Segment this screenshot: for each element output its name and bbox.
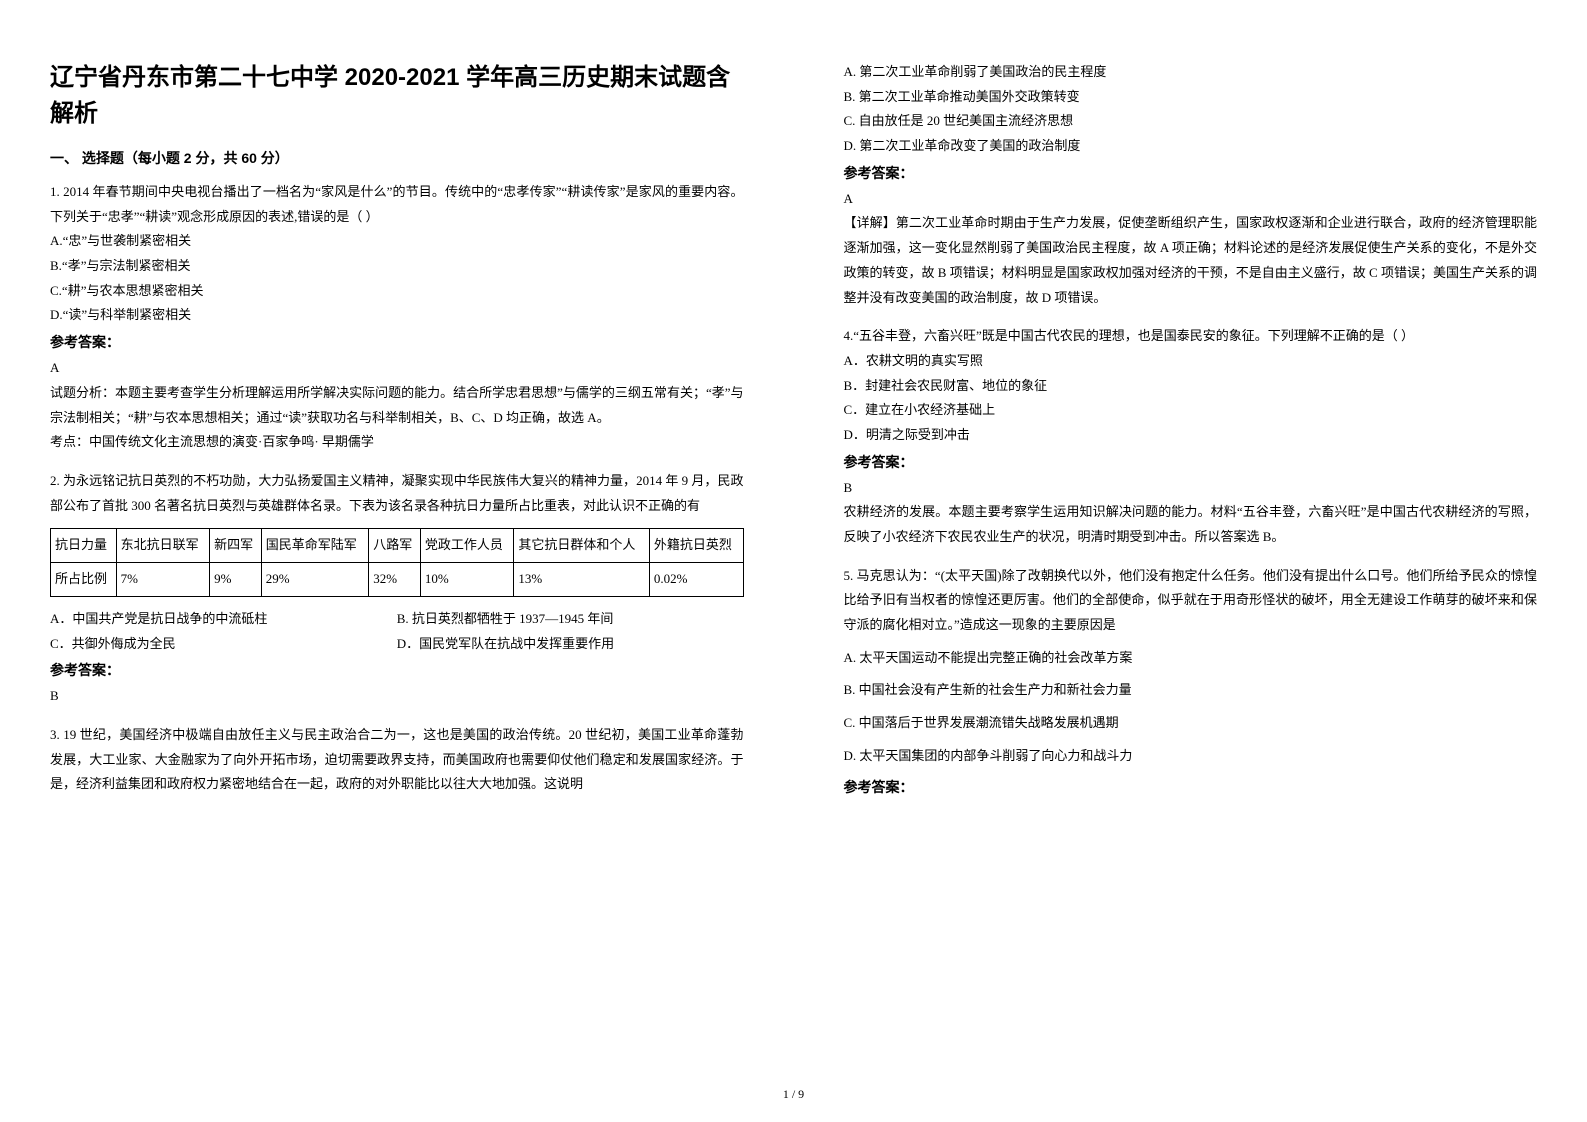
q3-answer: A bbox=[844, 187, 1538, 212]
q2-options-row-1: A．中国共产党是抗日战争的中流砥柱 B. 抗日英烈都牺牲于 1937—1945 … bbox=[50, 607, 744, 632]
q1-option-d: D.“读”与科举制紧密相关 bbox=[50, 303, 744, 328]
td-2: 9% bbox=[210, 563, 262, 597]
q3-option-a: A. 第二次工业革命削弱了美国政治的民主程度 bbox=[844, 60, 1538, 85]
question-4: 4.“五谷丰登，六畜兴旺”既是中国古代农民的理想，也是国泰民安的象征。下列理解不… bbox=[844, 324, 1538, 550]
q3-option-c: C. 自由放任是 20 世纪美国主流经济思想 bbox=[844, 109, 1538, 134]
q4-answer: B bbox=[844, 476, 1538, 501]
q4-stem: 4.“五谷丰登，六畜兴旺”既是中国古代农民的理想，也是国泰民安的象征。下列理解不… bbox=[844, 324, 1538, 349]
q3-option-d: D. 第二次工业革命改变了美国的政治制度 bbox=[844, 134, 1538, 159]
q4-option-c: C．建立在小农经济基础上 bbox=[844, 398, 1538, 423]
q4-option-d: D．明清之际受到冲击 bbox=[844, 423, 1538, 448]
q1-answer: A bbox=[50, 356, 744, 381]
q2-options-row-2: C．共御外侮成为全民 D．国民党军队在抗战中发挥重要作用 bbox=[50, 632, 744, 657]
q1-option-c: C.“耕”与农本思想紧密相关 bbox=[50, 279, 744, 304]
td-4: 32% bbox=[369, 563, 421, 597]
q3-answer-label: 参考答案： bbox=[844, 163, 1538, 183]
question-5: 5. 马克思认为：“(太平天国)除了改朝换代以外，他们没有抱定什么任务。他们没有… bbox=[844, 564, 1538, 801]
q1-option-a: A.“忠”与世袭制紧密相关 bbox=[50, 229, 744, 254]
q2-option-d: D．国民党军队在抗战中发挥重要作用 bbox=[397, 632, 744, 657]
q2-table: 抗日力量 东北抗日联军 新四军 国民革命军陆军 八路军 党政工作人员 其它抗日群… bbox=[50, 528, 744, 597]
q4-answer-label: 参考答案： bbox=[844, 452, 1538, 472]
section-header: 一、 选择题（每小题 2 分，共 60 分） bbox=[50, 148, 744, 168]
th-7: 外籍抗日英烈 bbox=[649, 529, 743, 563]
q3-option-b: B. 第二次工业革命推动美国外交政策转变 bbox=[844, 85, 1538, 110]
q1-explanation-2: 考点：中国传统文化主流思想的演变·百家争鸣· 早期儒学 bbox=[50, 430, 744, 455]
th-0: 抗日力量 bbox=[51, 529, 117, 563]
q2-option-b: B. 抗日英烈都牺牲于 1937—1945 年间 bbox=[397, 607, 744, 632]
q2-answer: B bbox=[50, 684, 744, 709]
q5-option-c: C. 中国落后于世界发展潮流错失战略发展机遇期 bbox=[844, 711, 1538, 736]
q5-answer-label: 参考答案： bbox=[844, 777, 1538, 797]
q1-answer-label: 参考答案： bbox=[50, 332, 744, 352]
q1-stem: 1. 2014 年春节期间中央电视台播出了一档名为“家风是什么”的节目。传统中的… bbox=[50, 180, 744, 229]
question-2: 2. 为永远铭记抗日英烈的不朽功勋，大力弘扬爱国主义精神，凝聚实现中华民族伟大复… bbox=[50, 469, 744, 709]
q5-option-b: B. 中国社会没有产生新的社会生产力和新社会力量 bbox=[844, 678, 1538, 703]
th-3: 国民革命军陆军 bbox=[261, 529, 369, 563]
table-row: 所占比例 7% 9% 29% 32% 10% 13% 0.02% bbox=[51, 563, 744, 597]
th-6: 其它抗日群体和个人 bbox=[514, 529, 649, 563]
td-5: 10% bbox=[420, 563, 514, 597]
td-3: 29% bbox=[261, 563, 369, 597]
q2-answer-label: 参考答案： bbox=[50, 660, 744, 680]
q1-option-b: B.“孝”与宗法制紧密相关 bbox=[50, 254, 744, 279]
q3-explanation: 【详解】第二次工业革命时期由于生产力发展，促使垄断组织产生，国家政权逐渐和企业进… bbox=[844, 211, 1538, 310]
q4-explanation: 农耕经济的发展。本题主要考察学生运用知识解决问题的能力。材料“五谷丰登，六畜兴旺… bbox=[844, 500, 1538, 549]
question-3-stem-block: 3. 19 世纪，美国经济中极端自由放任主义与民主政治合二为一，这也是美国的政治… bbox=[50, 723, 744, 797]
document-title: 辽宁省丹东市第二十七中学 2020-2021 学年高三历史期末试题含解析 bbox=[50, 60, 744, 132]
q2-option-a: A．中国共产党是抗日战争的中流砥柱 bbox=[50, 607, 397, 632]
q5-option-d: D. 太平天国集团的内部争斗削弱了向心力和战斗力 bbox=[844, 744, 1538, 769]
q2-stem: 2. 为永远铭记抗日英烈的不朽功勋，大力弘扬爱国主义精神，凝聚实现中华民族伟大复… bbox=[50, 469, 744, 518]
q5-stem: 5. 马克思认为：“(太平天国)除了改朝换代以外，他们没有抱定什么任务。他们没有… bbox=[844, 564, 1538, 638]
th-2: 新四军 bbox=[210, 529, 262, 563]
q5-option-a: A. 太平天国运动不能提出完整正确的社会改革方案 bbox=[844, 646, 1538, 671]
q4-option-b: B．封建社会农民财富、地位的象征 bbox=[844, 374, 1538, 399]
q1-explanation-1: 试题分析：本题主要考查学生分析理解运用所学解决实际问题的能力。结合所学忠君思想”… bbox=[50, 381, 744, 430]
right-column: A. 第二次工业革命削弱了美国政治的民主程度 B. 第二次工业革命推动美国外交政… bbox=[794, 0, 1587, 1122]
q3-stem: 3. 19 世纪，美国经济中极端自由放任主义与民主政治合二为一，这也是美国的政治… bbox=[50, 723, 744, 797]
th-1: 东北抗日联军 bbox=[116, 529, 210, 563]
td-6: 13% bbox=[514, 563, 649, 597]
td-1: 7% bbox=[116, 563, 210, 597]
td-0: 所占比例 bbox=[51, 563, 117, 597]
th-4: 八路军 bbox=[369, 529, 421, 563]
left-column: 辽宁省丹东市第二十七中学 2020-2021 学年高三历史期末试题含解析 一、 … bbox=[0, 0, 794, 1122]
question-3-options-block: A. 第二次工业革命削弱了美国政治的民主程度 B. 第二次工业革命推动美国外交政… bbox=[844, 60, 1538, 310]
q4-option-a: A．农耕文明的真实写照 bbox=[844, 349, 1538, 374]
q2-option-c: C．共御外侮成为全民 bbox=[50, 632, 397, 657]
question-1: 1. 2014 年春节期间中央电视台播出了一档名为“家风是什么”的节目。传统中的… bbox=[50, 180, 744, 455]
th-5: 党政工作人员 bbox=[420, 529, 514, 563]
table-header-row: 抗日力量 东北抗日联军 新四军 国民革命军陆军 八路军 党政工作人员 其它抗日群… bbox=[51, 529, 744, 563]
page-number: 1 / 9 bbox=[783, 1087, 804, 1102]
td-7: 0.02% bbox=[649, 563, 743, 597]
